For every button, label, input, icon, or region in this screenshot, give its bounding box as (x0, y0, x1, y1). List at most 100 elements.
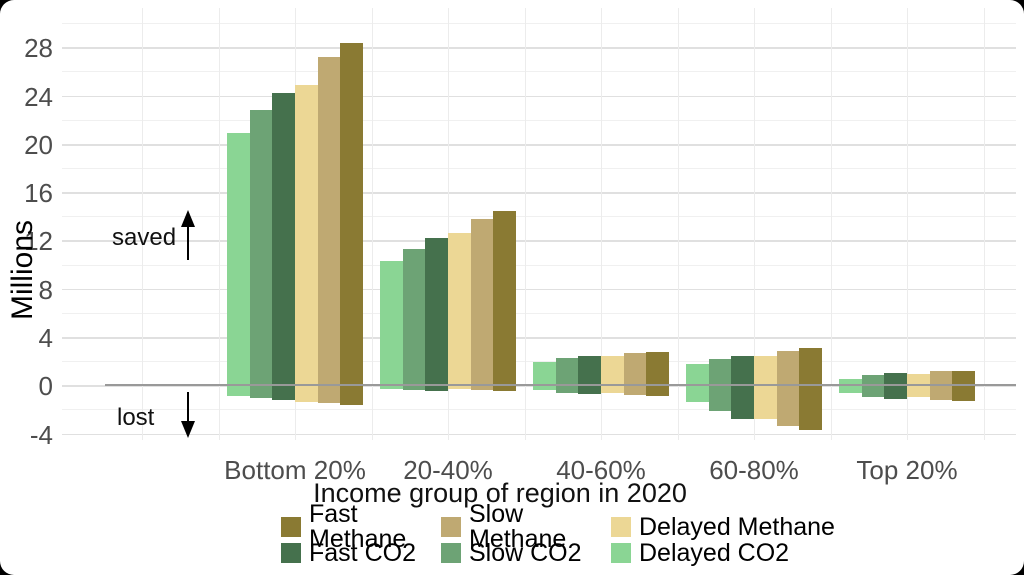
legend-label: Slow CO2 (469, 538, 582, 567)
bar-saved (578, 355, 601, 386)
bar-lost (952, 385, 976, 401)
minor-gridline-h (62, 23, 1016, 25)
bar-lost (470, 385, 494, 391)
x-tick-label: Bottom 20% (224, 455, 366, 485)
bar-saved (907, 373, 930, 386)
bar-lost (555, 385, 579, 394)
y-tick-label: 8 (38, 274, 53, 305)
legend-swatch-icon (611, 543, 631, 563)
bar-saved (470, 218, 494, 386)
bar-saved (226, 133, 250, 386)
minor-gridline-h (62, 216, 1016, 218)
bar-saved (952, 370, 976, 386)
bar-lost (838, 385, 862, 394)
legend-label: Fast CO2 (309, 538, 416, 567)
down-arrow-icon (181, 392, 195, 438)
bar-lost (601, 385, 624, 394)
bar-lost (448, 385, 471, 389)
minor-gridline-h (62, 409, 1016, 411)
up-arrow-icon (181, 210, 195, 260)
bar-saved (448, 232, 471, 386)
bar-saved (425, 238, 448, 386)
bar-lost (317, 385, 341, 403)
gridline-v (754, 8, 756, 440)
minor-gridline-h (62, 119, 1016, 121)
bar-saved (731, 355, 754, 386)
bar-lost (754, 385, 777, 420)
y-tick-label: 0 (38, 371, 53, 402)
legend-label: Fast Methane (309, 500, 407, 553)
x-axis-title: Income group of region in 2020 (313, 478, 687, 508)
bar-lost (646, 385, 670, 397)
y-tick-label: 12 (24, 226, 53, 257)
bar-lost (272, 385, 295, 400)
minor-gridline-h (62, 312, 1016, 314)
bar-lost (685, 385, 709, 402)
bar-saved (493, 210, 517, 386)
bar-lost (623, 385, 647, 395)
y-tick-label: 28 (24, 33, 53, 64)
y-axis-title: Millions (6, 219, 39, 321)
gridline-v (371, 8, 373, 440)
bar-saved (601, 356, 624, 386)
bar-saved (799, 348, 823, 386)
bar-saved (929, 370, 953, 386)
bar-saved (754, 356, 777, 386)
gridline-v (142, 8, 144, 440)
gridline-v (983, 8, 985, 440)
bar-lost (708, 385, 732, 411)
gridline-v (907, 8, 909, 440)
x-tick-label: Top 20% (856, 455, 958, 485)
gridline-v (677, 8, 679, 440)
legend-item: Slow CO2 (441, 540, 611, 566)
bar-lost (776, 385, 800, 426)
major-gridline-h (62, 337, 1016, 339)
bar-lost (907, 385, 930, 397)
bar-saved (272, 93, 295, 386)
bar-lost (731, 385, 754, 420)
legend-swatch-icon (611, 517, 631, 537)
legend-item: Delayed CO2 (611, 540, 841, 566)
saved-annotation: saved (112, 224, 177, 251)
bar-saved (685, 364, 709, 386)
bar-lost (532, 385, 556, 390)
legend-swatch-icon (441, 517, 461, 537)
minor-gridline-h (62, 264, 1016, 266)
bar-lost (799, 385, 823, 430)
gridline-v (448, 8, 450, 440)
bar-lost (295, 385, 318, 402)
legend-item: Fast Methane (281, 502, 441, 552)
bar-saved (708, 359, 732, 386)
legend-item: Fast CO2 (281, 540, 441, 566)
bar-saved (532, 361, 556, 386)
legend-label: Delayed Methane (639, 512, 835, 541)
legend-label: Delayed CO2 (639, 538, 790, 567)
y-tick-label: -4 (29, 419, 53, 450)
y-tick-label: 16 (24, 178, 53, 209)
legend-swatch-icon (281, 517, 301, 537)
bar-lost (425, 385, 448, 391)
bar-lost (861, 385, 885, 397)
major-gridline-h (62, 47, 1016, 49)
lost-annotation: lost (117, 404, 155, 431)
major-gridline-h (62, 143, 1016, 146)
x-tick-label: 40-60% (556, 455, 646, 485)
zero-line (105, 384, 1016, 387)
legend-swatch-icon (441, 543, 461, 563)
plot-area (62, 8, 1016, 440)
major-gridline-h (62, 192, 1016, 194)
major-gridline-h (62, 240, 1016, 243)
gridline-v (601, 8, 603, 440)
bar-saved (555, 358, 579, 386)
legend: Fast Methane Slow Methane Delayed Methane F… (281, 502, 841, 566)
major-gridline-h (62, 433, 1016, 436)
bar-lost (493, 385, 517, 392)
y-tick-label: 20 (24, 129, 53, 160)
bar-saved (861, 375, 885, 386)
bar-saved (340, 42, 364, 386)
bar-saved (646, 351, 670, 386)
bar-saved (623, 353, 647, 386)
minor-gridline-h (62, 71, 1016, 73)
bar-saved (884, 372, 907, 386)
